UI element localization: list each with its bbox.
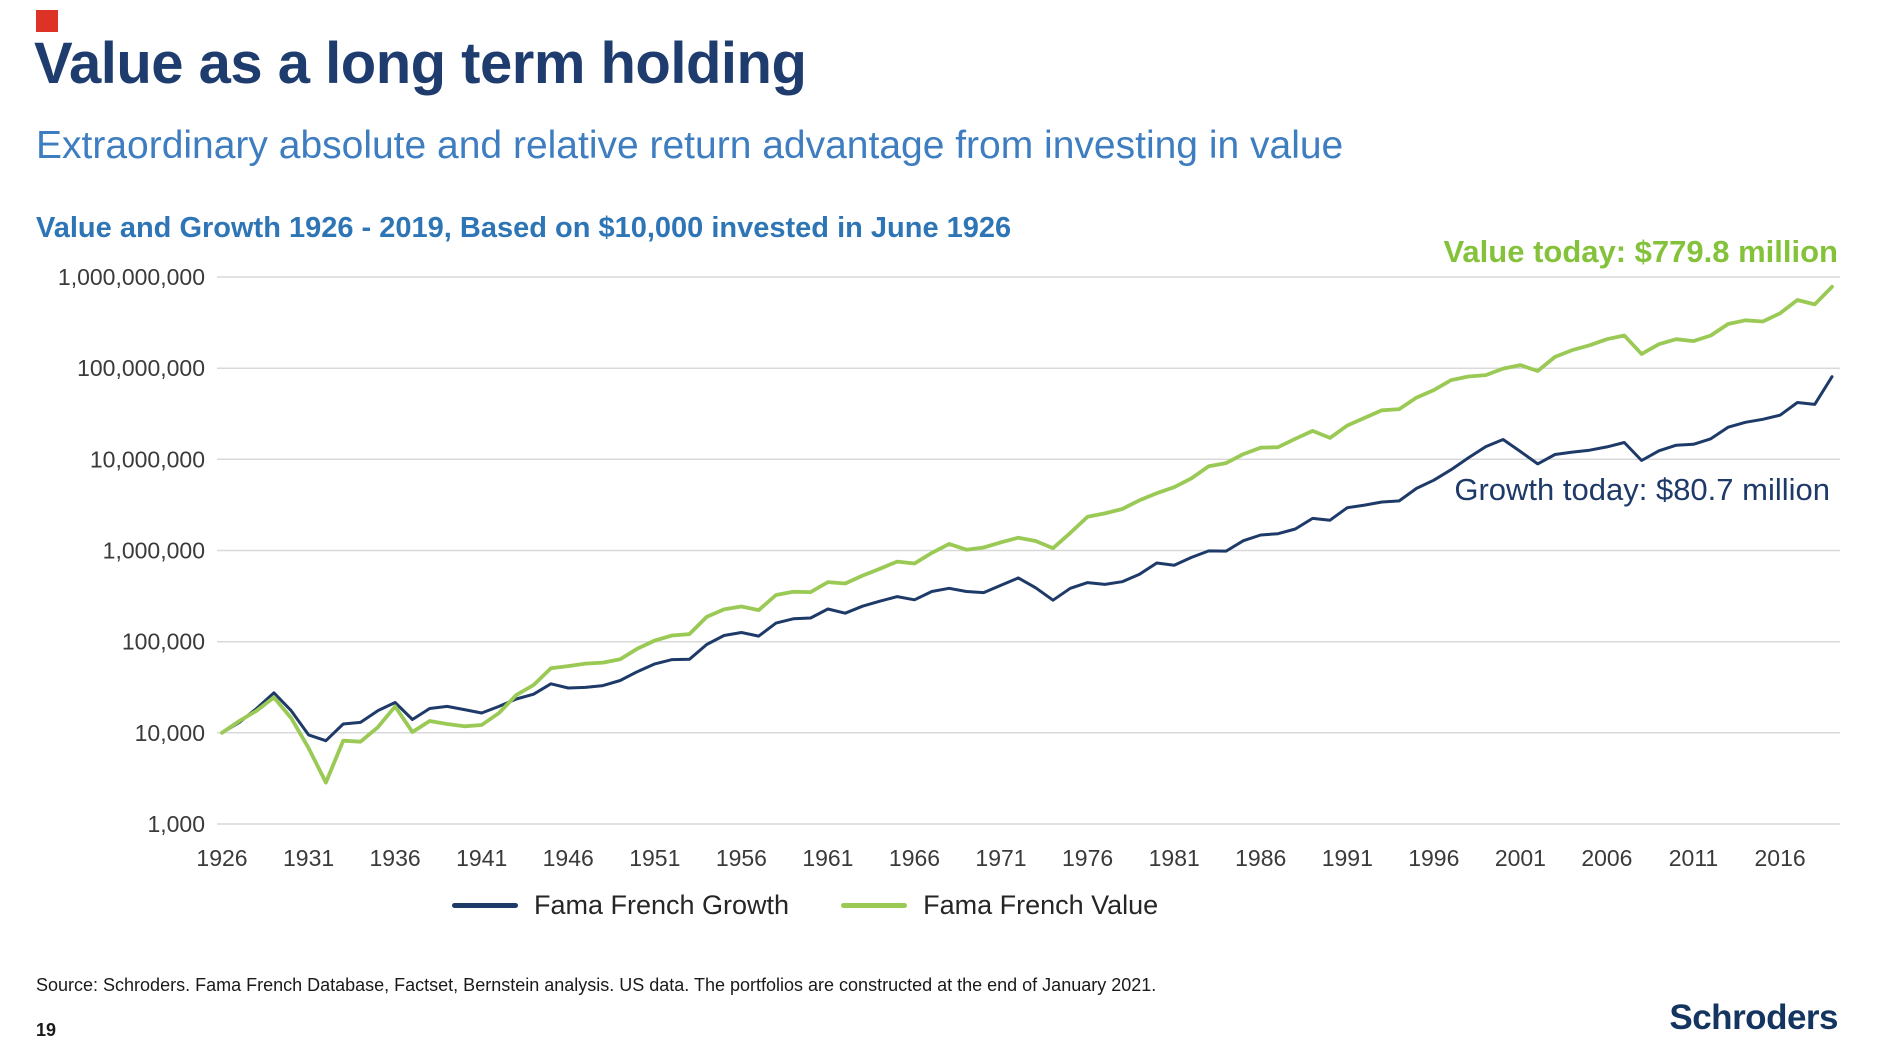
svg-text:1926: 1926 — [196, 845, 247, 871]
svg-text:100,000,000: 100,000,000 — [77, 355, 205, 381]
svg-text:1956: 1956 — [716, 845, 767, 871]
svg-text:1996: 1996 — [1408, 845, 1459, 871]
brand-wordmark: Schroders — [1669, 998, 1838, 1037]
svg-text:2006: 2006 — [1581, 845, 1632, 871]
page-number: 19 — [36, 1020, 57, 1040]
value-today-annotation: Value today: $779.8 million — [1443, 234, 1838, 269]
svg-text:1,000,000,000: 1,000,000,000 — [58, 264, 205, 290]
growth-today-annotation: Growth today: $80.7 million — [1454, 472, 1830, 507]
chart-title: Value and Growth 1926 - 2019, Based on $… — [36, 212, 1012, 244]
legend-label-growth: Fama French Growth — [534, 890, 790, 920]
svg-text:1981: 1981 — [1149, 845, 1200, 871]
svg-text:1,000: 1,000 — [147, 811, 205, 837]
svg-text:1976: 1976 — [1062, 845, 1113, 871]
svg-text:1941: 1941 — [456, 845, 507, 871]
logo-accent-mark — [36, 10, 58, 32]
legend-item-value: Fama French Value — [841, 890, 1158, 921]
svg-text:1936: 1936 — [370, 845, 421, 871]
svg-text:10,000: 10,000 — [135, 720, 205, 746]
chart-legend: Fama French Growth Fama French Value — [452, 890, 1158, 921]
value-line-swatch-icon — [841, 903, 908, 908]
svg-text:1991: 1991 — [1322, 845, 1373, 871]
svg-text:1951: 1951 — [629, 845, 680, 871]
svg-text:1961: 1961 — [802, 845, 853, 871]
svg-text:2001: 2001 — [1495, 845, 1546, 871]
svg-text:100,000: 100,000 — [122, 629, 205, 655]
page-title: Value as a long term holding — [34, 31, 807, 96]
svg-text:10,000,000: 10,000,000 — [90, 446, 205, 472]
legend-label-value: Fama French Value — [923, 890, 1159, 920]
svg-text:1931: 1931 — [283, 845, 334, 871]
svg-text:1966: 1966 — [889, 845, 940, 871]
source-note: Source: Schroders. Fama French Database,… — [36, 975, 1157, 995]
svg-text:1946: 1946 — [543, 845, 594, 871]
svg-text:1,000,000: 1,000,000 — [103, 538, 205, 564]
svg-text:2016: 2016 — [1755, 845, 1806, 871]
svg-text:1971: 1971 — [975, 845, 1026, 871]
growth-line-swatch-icon — [452, 903, 518, 908]
legend-item-growth: Fama French Growth — [452, 890, 789, 921]
svg-text:2011: 2011 — [1669, 845, 1718, 871]
page-subtitle: Extraordinary absolute and relative retu… — [36, 124, 1344, 167]
svg-text:1986: 1986 — [1235, 845, 1286, 871]
